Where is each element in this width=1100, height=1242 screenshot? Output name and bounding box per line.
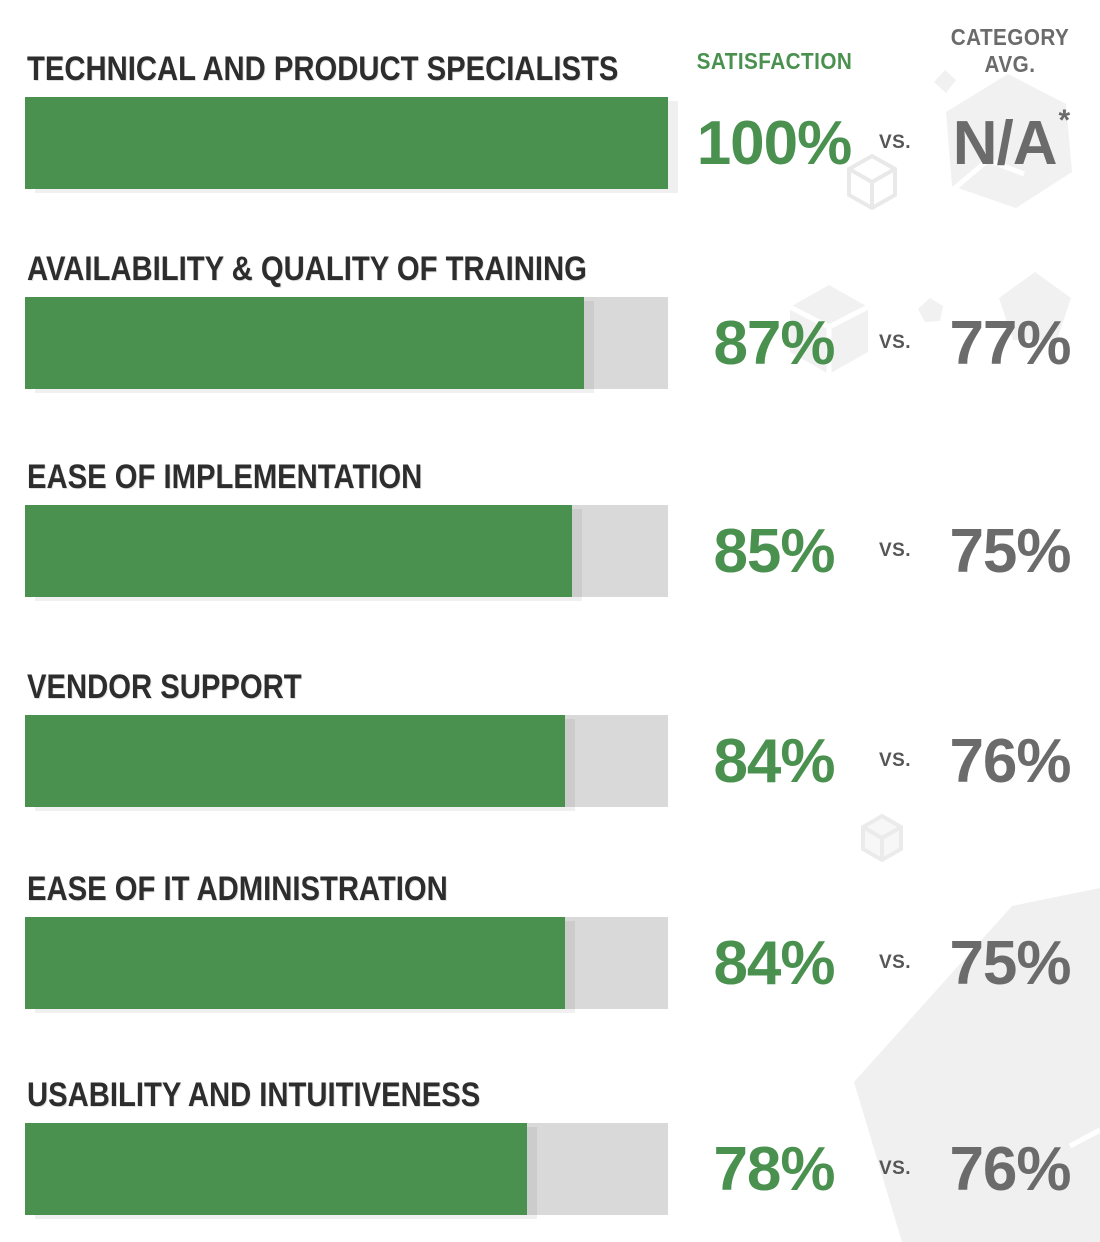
metric-label: VENDOR SUPPORT <box>27 668 302 706</box>
satisfaction-value: 85% <box>713 516 835 586</box>
metric-row: AVAILABILITY & QUALITY OF TRAINING 87% V… <box>0 249 1100 399</box>
satisfaction-value: 100% <box>696 108 853 178</box>
decor-small-cube-icon <box>918 298 943 322</box>
decor-pentagon-icon <box>999 272 1071 340</box>
category-avg-value: 75% <box>930 505 1090 597</box>
category-avg-text: 75% <box>949 928 1071 998</box>
category-avg-text: N/A <box>952 108 1058 178</box>
decor-large-polygon-icon <box>854 888 1100 1242</box>
metric-label: AVAILABILITY & QUALITY OF TRAINING <box>27 250 587 288</box>
category-avg-text: 75% <box>949 516 1071 586</box>
satisfaction-bar <box>25 1123 527 1215</box>
vs-label: VS. <box>878 1158 912 1179</box>
satisfaction-value: 84% <box>713 726 835 796</box>
category-avg-text: 76% <box>949 726 1071 796</box>
category-avg-value: N/A * <box>952 104 1070 178</box>
bar-track <box>25 1123 668 1215</box>
metric-row: EASE OF IT ADMINISTRATION 84% VS. 75% <box>0 869 1100 1019</box>
satisfaction-bar <box>25 97 668 189</box>
metric-row: USABILITY AND INTUITIVENESS 78% VS. 76% <box>0 1075 1100 1225</box>
decor-cube-outline-small-icon <box>861 813 903 863</box>
category-avg-value: 76% <box>930 1123 1090 1215</box>
decor-cube-icon <box>788 285 870 374</box>
metric-row: TECHNICAL AND PRODUCT SPECIALISTS 100% V… <box>0 49 1100 199</box>
category-avg-value: 75% <box>930 917 1090 1009</box>
metric-label: EASE OF IT ADMINISTRATION <box>27 870 448 908</box>
vs-label: VS. <box>878 952 912 973</box>
vs-label: VS. <box>878 750 912 771</box>
satisfaction-value: 84% <box>713 928 835 998</box>
metric-row: VENDOR SUPPORT 84% VS. 76% <box>0 667 1100 817</box>
vs-label: VS. <box>878 332 912 353</box>
vs-label: VS. <box>878 132 912 153</box>
vs-label: VS. <box>878 540 912 561</box>
satisfaction-bar <box>25 505 572 597</box>
bar-track <box>25 917 668 1009</box>
decor-diamond-icon <box>934 70 956 93</box>
metric-label: TECHNICAL AND PRODUCT SPECIALISTS <box>27 50 619 88</box>
decor-cube-outline-icon <box>847 153 897 211</box>
satisfaction-value: 78% <box>713 1134 835 1204</box>
category-avg-header-line2: AVG. <box>984 51 1036 77</box>
satisfaction-bar <box>25 715 566 807</box>
metric-label: EASE OF IMPLEMENTATION <box>27 458 423 496</box>
category-avg-value: 76% <box>930 715 1090 807</box>
bar-track <box>25 297 668 389</box>
bar-track <box>25 715 668 807</box>
metric-row: EASE OF IMPLEMENTATION 85% VS. 75% <box>0 457 1100 607</box>
metric-label: USABILITY AND INTUITIVENESS <box>27 1076 481 1114</box>
decor-hexagon-icon <box>946 74 1072 208</box>
category-avg-column-header: CATEGORY AVG. <box>934 24 1087 78</box>
satisfaction-value: 87% <box>713 308 835 378</box>
category-avg-text: 77% <box>949 308 1071 378</box>
category-avg-text: 76% <box>949 1134 1071 1204</box>
category-avg-header-line1: CATEGORY <box>950 24 1070 50</box>
category-avg-value: 77% <box>930 297 1090 389</box>
satisfaction-bar <box>25 917 566 1009</box>
satisfaction-bar <box>25 297 585 389</box>
satisfaction-column-header: SATISFACTION <box>696 48 853 74</box>
bar-track <box>25 505 668 597</box>
decor-white-slash-icon <box>1068 1127 1100 1149</box>
decor-cube-edge-icon <box>953 157 1025 190</box>
bar-track <box>25 97 668 189</box>
